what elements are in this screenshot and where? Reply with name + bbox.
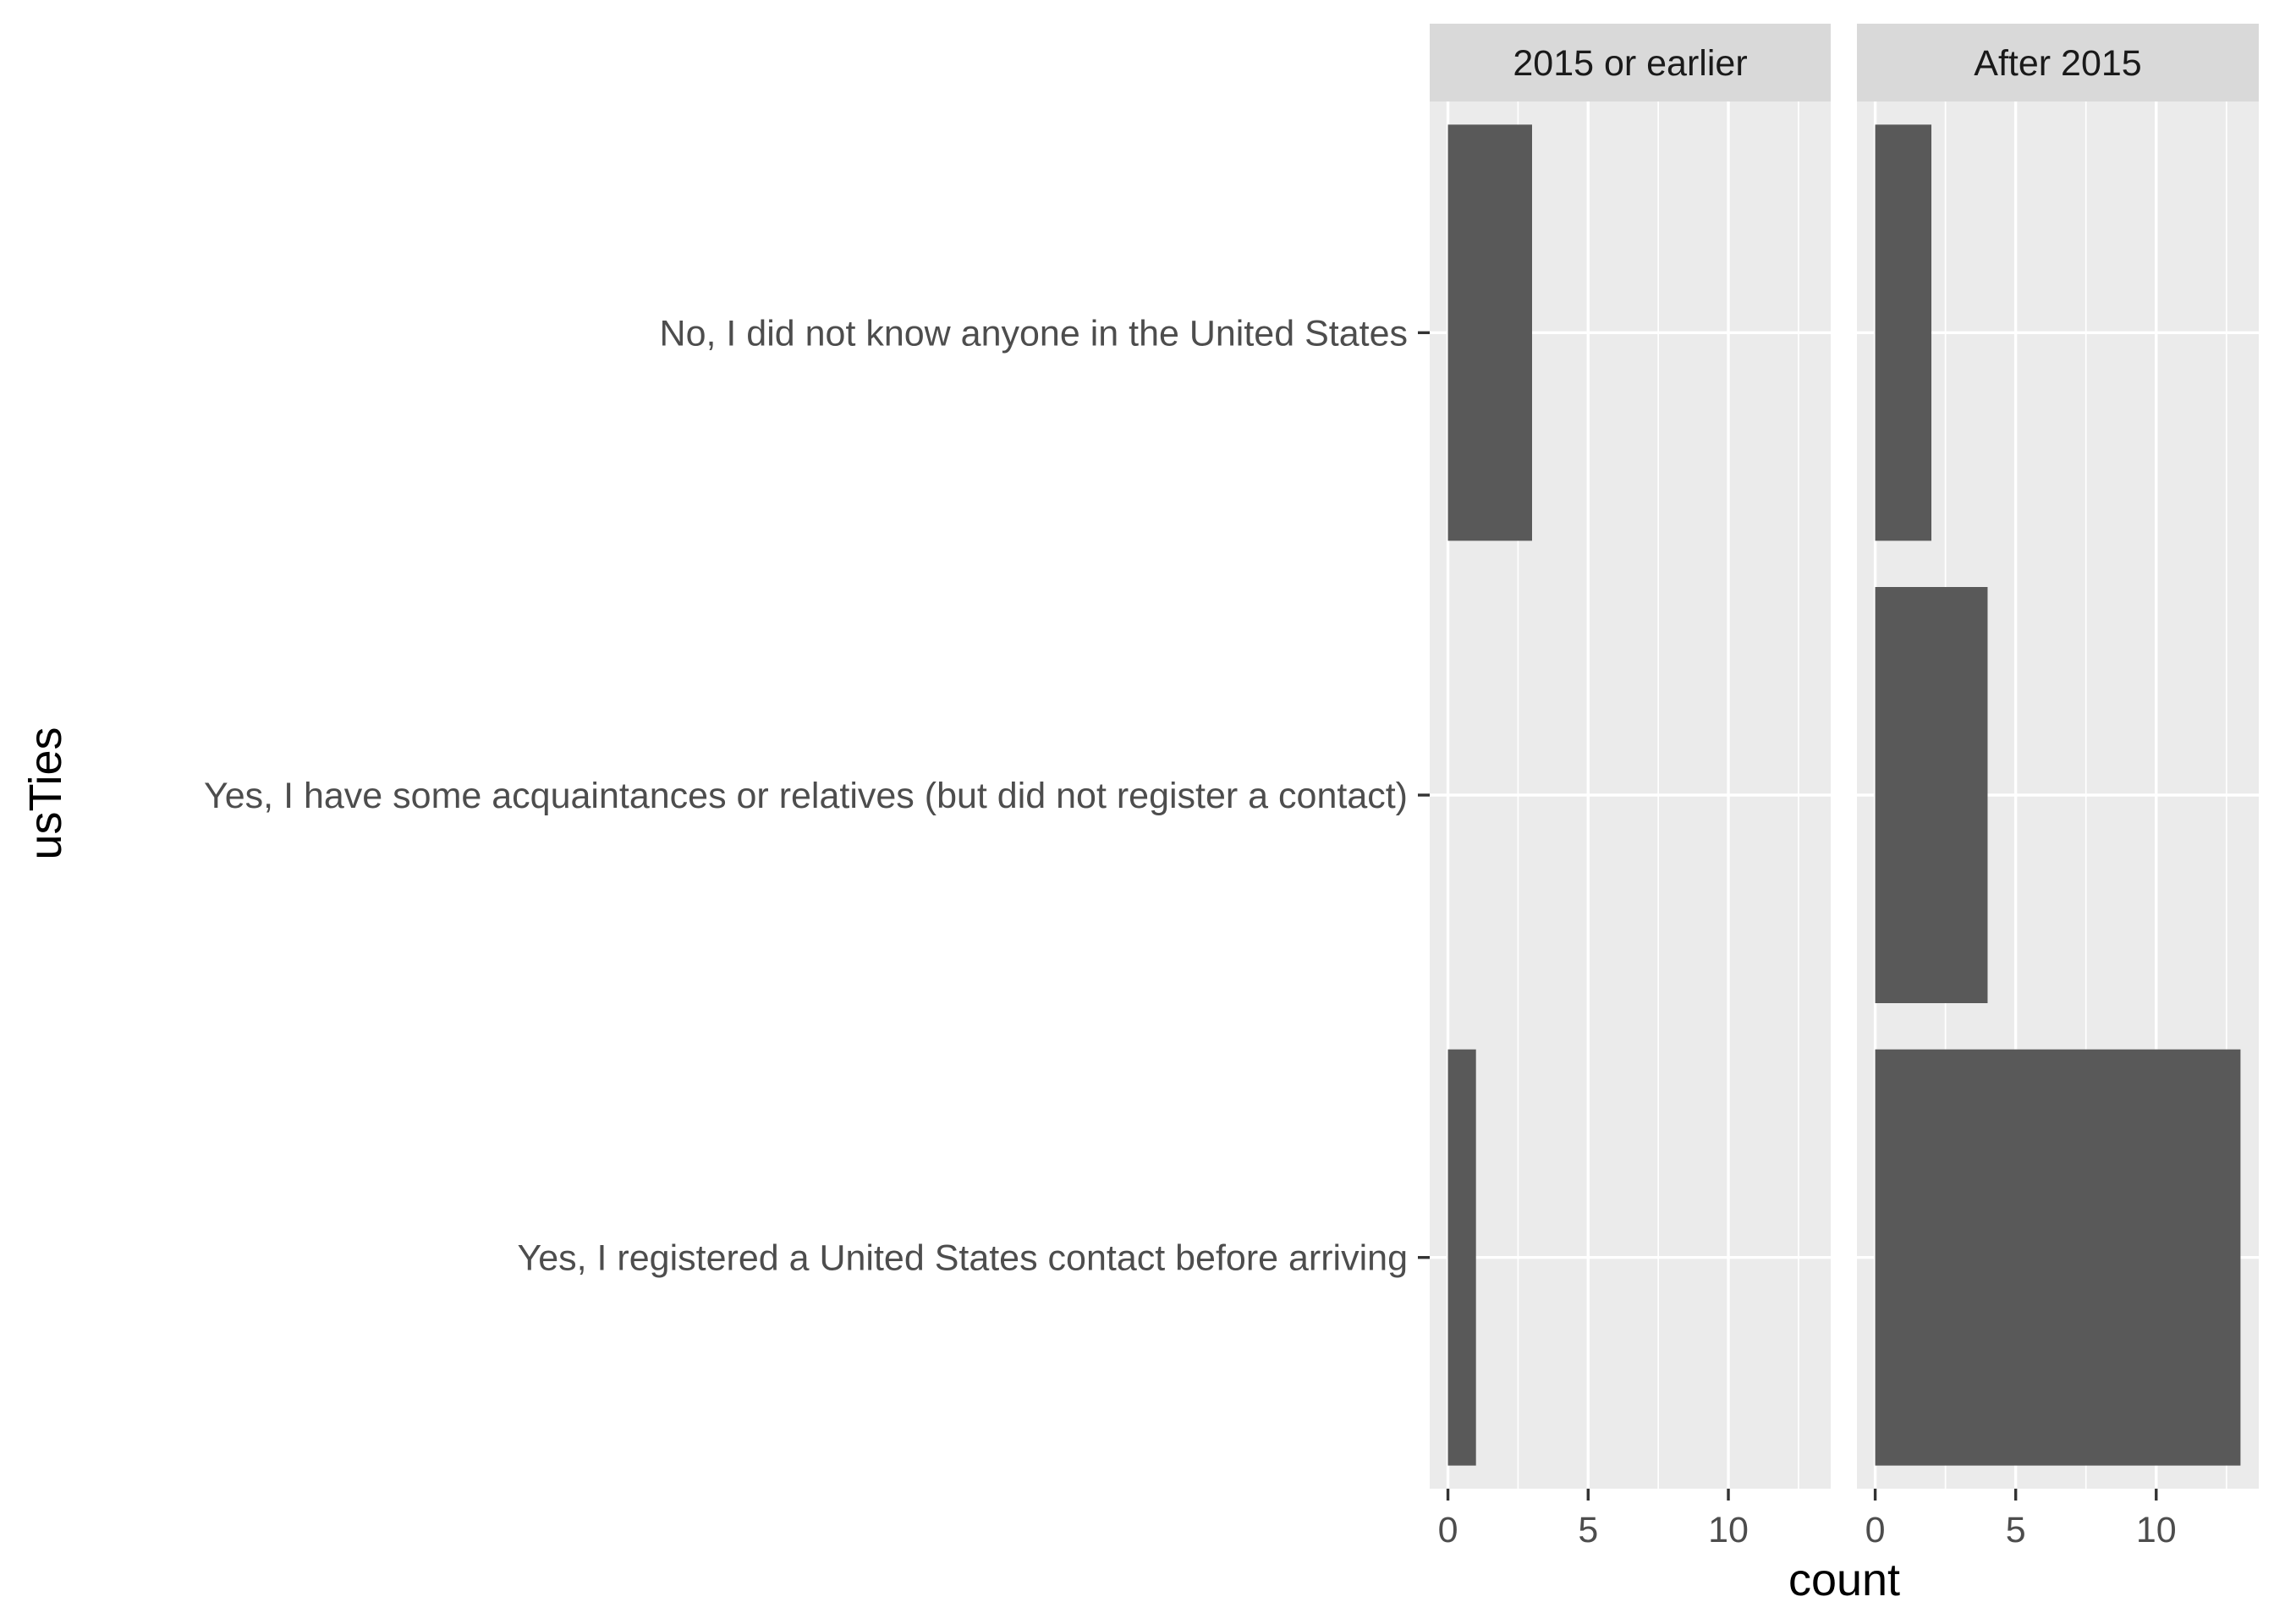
bar	[1447, 1049, 1476, 1466]
category-label: Yes, I registered a United States contac…	[518, 1238, 1409, 1279]
x-tick-label: 5	[1578, 1510, 1598, 1550]
y-axis-title: usTies	[20, 727, 71, 859]
facet-panel-1: 2015 or earlier 0 5 10	[1430, 24, 1831, 1550]
x-tick-label: 10	[1708, 1510, 1749, 1550]
facet-strip-label: After 2015	[1974, 43, 2141, 84]
category-label: No, I did not know anyone in the United …	[660, 313, 1408, 354]
facet-strip	[1857, 24, 2259, 102]
bar	[1875, 587, 1988, 1003]
facet-panels: 2015 or earlier 0 5 10 After 2015 0 5 10	[1430, 24, 2259, 1550]
category-axis: No, I did not know anyone in the United …	[204, 313, 1430, 1279]
x-tick-label: 0	[1438, 1510, 1458, 1550]
x-axis-title: count	[1788, 1555, 1900, 1605]
x-tick-label: 10	[2136, 1510, 2177, 1550]
facet-strip	[1430, 24, 1831, 102]
bar	[1447, 124, 1532, 541]
bar	[1875, 124, 1932, 541]
x-tick-label: 0	[1865, 1510, 1886, 1550]
category-label: Yes, I have some acquaintances or relati…	[204, 776, 1408, 816]
x-tick-label: 5	[2006, 1510, 2026, 1550]
facet-panel-2: After 2015 0 5 10	[1857, 24, 2259, 1550]
bar	[1875, 1049, 2241, 1466]
facet-strip-label: 2015 or earlier	[1513, 43, 1747, 84]
